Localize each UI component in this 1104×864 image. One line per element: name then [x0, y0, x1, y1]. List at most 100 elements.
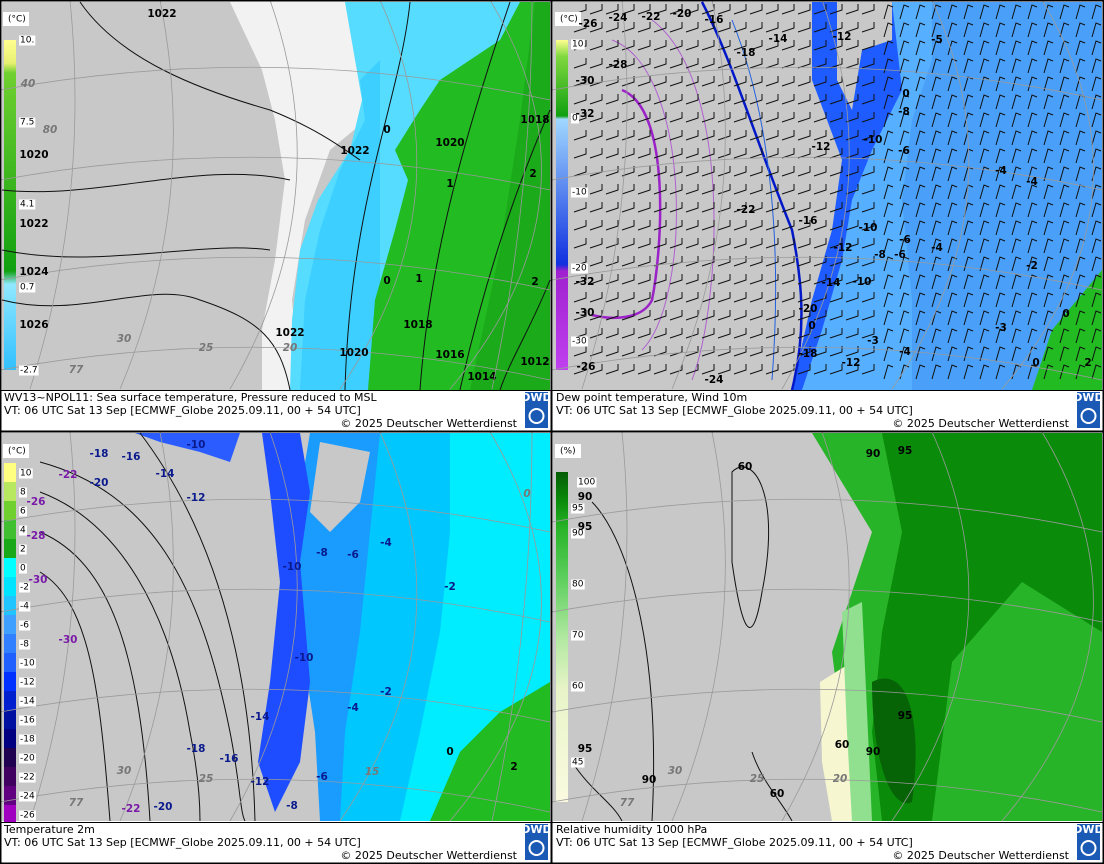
wind-barb	[931, 76, 942, 92]
wind-barb	[733, 220, 747, 231]
wind-barb	[861, 238, 875, 249]
wind-barb	[1075, 292, 1086, 308]
wind-barb	[685, 274, 699, 285]
contour	[591, 88, 662, 320]
wind-barb	[979, 238, 990, 254]
wind-barb	[685, 184, 699, 195]
map-label: 60	[835, 739, 850, 751]
legend-label-bg	[19, 639, 31, 650]
wind-barb	[781, 220, 795, 231]
wind-barb	[637, 310, 651, 321]
wind-barb	[573, 130, 587, 141]
wind-barb	[605, 310, 619, 321]
graticule	[339, 0, 418, 390]
legend-label: -16	[20, 716, 35, 726]
wind-barb	[915, 166, 926, 182]
graticule	[551, 156, 1103, 191]
wind-barb	[979, 40, 990, 56]
wind-barb	[1043, 256, 1054, 272]
wind-barb	[573, 166, 587, 177]
wind-barb	[701, 310, 715, 321]
wind-barb	[605, 256, 619, 267]
map-label: -22	[122, 803, 141, 815]
wind-barb	[781, 292, 795, 303]
wind-barb	[573, 58, 587, 69]
wind-barb	[605, 94, 619, 105]
wind-barb	[883, 4, 894, 20]
wind-barb	[637, 58, 651, 69]
wind-barb	[883, 328, 894, 344]
wind-barb	[963, 328, 974, 344]
wind-barb	[765, 328, 779, 339]
wind-barb	[947, 364, 958, 380]
map-label: 90	[642, 774, 657, 786]
graticule	[119, 0, 174, 390]
wind-barb	[797, 40, 811, 51]
legend-label-bg	[19, 117, 36, 128]
wind-barb	[1027, 184, 1038, 200]
wind-barb	[899, 220, 910, 236]
wind-barb	[1059, 184, 1070, 200]
wind-barb	[1027, 238, 1038, 254]
legend-unit: (°C)	[8, 447, 26, 457]
wind-barb	[765, 94, 779, 105]
map-label: 1016	[435, 349, 464, 361]
wind-barb	[1091, 292, 1102, 308]
wind-barb	[845, 112, 859, 123]
wind-barb	[573, 220, 587, 231]
wind-barb	[1059, 112, 1070, 128]
wind-barb	[749, 364, 763, 375]
wind-barb	[947, 94, 958, 110]
contour	[651, 19, 715, 381]
wind-barb	[861, 130, 875, 141]
wind-barb	[685, 94, 699, 105]
wind-barb	[931, 112, 942, 128]
copyright: © 2025 Deutscher Wetterdienst	[892, 849, 1069, 862]
wind-barb	[899, 112, 910, 128]
wind-barb	[733, 130, 747, 141]
legend-label-bg	[19, 282, 36, 293]
map-label: -20	[90, 477, 109, 489]
wind-barb	[947, 238, 958, 254]
wind-barb	[765, 364, 779, 375]
wind-barb	[589, 4, 603, 15]
legend-label: -10	[572, 188, 587, 198]
wind-barb	[749, 292, 763, 303]
wind-barb	[829, 40, 843, 51]
wind-barb	[845, 364, 859, 375]
wind-barb	[669, 40, 683, 51]
map-label: 60	[738, 461, 753, 473]
wind-barb	[813, 76, 827, 87]
wind-barb	[701, 220, 715, 231]
wind-barb	[915, 292, 926, 308]
wind-barb	[813, 328, 827, 339]
colorbar-step	[4, 691, 16, 710]
wind-barb	[883, 58, 894, 74]
map-label: -26	[577, 361, 596, 373]
graticule	[0, 346, 551, 381]
wind-barb	[605, 76, 619, 87]
isobar	[1, 247, 271, 258]
wind-barb	[605, 202, 619, 213]
legend-label: 0.7	[20, 283, 34, 293]
wind-barb	[963, 112, 974, 128]
wind-barb	[1059, 202, 1070, 218]
wind-barb	[931, 94, 942, 110]
wind-barb	[995, 256, 1006, 272]
legend-label: 95	[572, 504, 583, 514]
wind-barb	[589, 256, 603, 267]
wind-barb	[979, 148, 990, 164]
map-label: -20	[799, 303, 818, 315]
legend-label: 90	[572, 529, 584, 539]
legend-unit: (°C)	[8, 15, 26, 25]
map-label: 2	[1084, 357, 1091, 369]
wind-barb	[1075, 202, 1086, 218]
wind-barb	[899, 94, 910, 110]
graticule	[551, 588, 1103, 623]
wind-barb	[845, 202, 859, 213]
wind-barb	[883, 22, 894, 38]
wind-barb	[653, 310, 667, 321]
wind-barb	[829, 310, 843, 321]
wind-barb	[845, 4, 859, 15]
wind-barb	[979, 76, 990, 92]
